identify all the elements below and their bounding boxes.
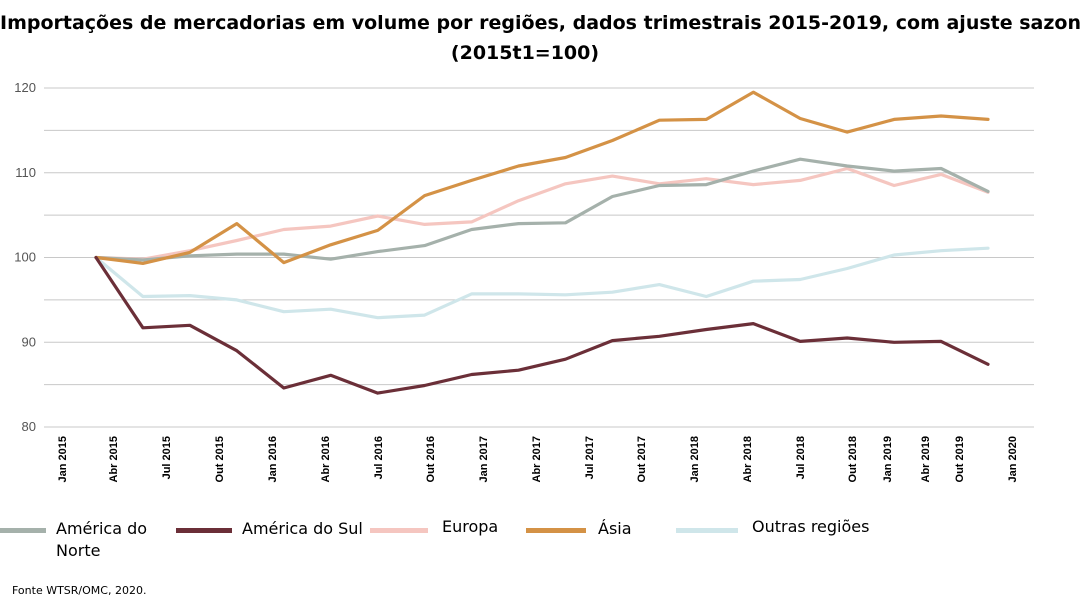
y-tick-label: 100	[14, 250, 36, 265]
y-tick-label: 110	[15, 165, 36, 180]
x-tick-label: Jan 2016	[267, 436, 279, 482]
series-line-am-rica-do-norte	[94, 157, 990, 262]
x-tick-label: Out 2019	[954, 436, 966, 482]
x-tick-label: Jan 2015	[57, 436, 69, 482]
x-tick-label: Jul 2015	[161, 436, 173, 479]
chart-title-line1: Importações de mercadorias em volume por…	[0, 12, 1080, 34]
x-tick-label: Jan 2017	[478, 436, 490, 482]
x-tick-label: Jan 2020	[1007, 436, 1019, 482]
legend-swatch-asia	[526, 528, 586, 533]
x-tick-label: Out 2015	[214, 436, 226, 482]
x-tick-label: Jan 2019	[882, 436, 894, 482]
x-tick-label: Abr 2017	[531, 436, 543, 482]
x-tick-label: Out 2016	[425, 436, 437, 482]
legend-label-europa: Europa	[442, 517, 499, 536]
legend-label-america-do-norte: América do Norte	[56, 519, 148, 560]
x-tick-label: Abr 2018	[742, 436, 754, 482]
grid	[44, 87, 1034, 428]
x-tick-label: Jul 2016	[373, 436, 385, 479]
x-tick-label: Abr 2019	[920, 436, 932, 482]
x-tick-label: Jan 2018	[689, 436, 701, 482]
chart-title: Importações de mercadorias em volume por…	[0, 8, 1080, 68]
y-axis: 80 90 100 110 120	[14, 80, 36, 434]
legend-label-asia: Ásia	[598, 519, 632, 538]
x-tick-label: Jul 2018	[795, 436, 807, 479]
chart-title-line2: (2015t1=100)	[450, 42, 600, 64]
series-line-europa	[94, 166, 990, 261]
y-tick-label: 80	[22, 419, 36, 434]
legend-swatch-outras-regioes	[676, 528, 738, 533]
source-note: Fonte WTSR/OMC, 2020.	[12, 584, 147, 597]
x-axis: Jan 2015 Abr 2015 Jul 2015 Out 2015 Jan 2016…	[57, 436, 1019, 482]
y-tick-label: 90	[22, 334, 36, 349]
y-tick-label: 120	[14, 80, 36, 95]
x-tick-label: Out 2017	[636, 436, 648, 482]
x-tick-label: Out 2018	[847, 436, 859, 482]
series-line--sia	[94, 90, 990, 265]
legend-label-america-do-sul: América do Sul	[242, 519, 363, 538]
legend: América do Norte América do Sul Europa Á…	[0, 512, 1080, 572]
x-tick-label: Abr 2016	[320, 436, 332, 482]
legend-swatch-america-do-sul	[176, 528, 232, 533]
legend-swatch-america-do-norte	[0, 528, 46, 533]
series-line-am-rica-do-sul	[94, 255, 990, 395]
series-line-outras-regi-es	[94, 246, 990, 320]
legend-label-outras-regioes: Outras regiões	[752, 517, 870, 536]
x-tick-label: Jul 2017	[584, 436, 596, 479]
series-lines	[94, 90, 990, 395]
legend-swatch-europa	[370, 528, 428, 533]
x-tick-label: Abr 2015	[108, 436, 120, 482]
